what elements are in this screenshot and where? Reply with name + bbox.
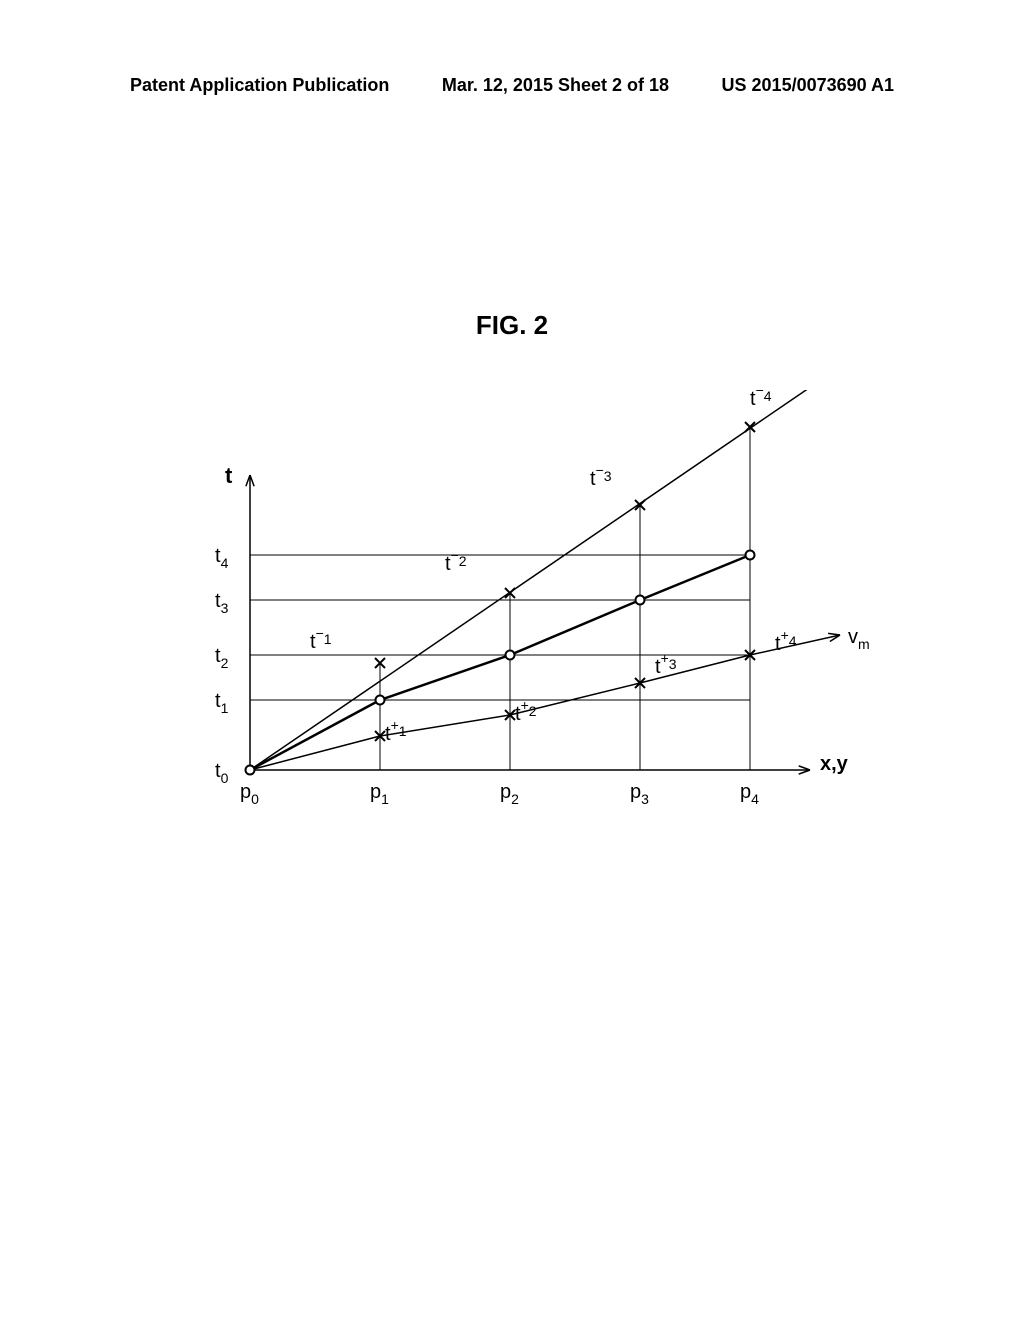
- svg-text:t0: t0: [215, 760, 229, 786]
- svg-text:t1: t1: [215, 690, 229, 716]
- svg-text:p1: p1: [370, 781, 389, 807]
- svg-text:p3: p3: [630, 781, 649, 807]
- svg-text:t−3: t−3: [590, 462, 612, 490]
- svg-text:t+2: t+2: [515, 697, 537, 725]
- svg-text:t+4: t+4: [775, 627, 797, 655]
- svg-text:p4: p4: [740, 781, 759, 807]
- svg-text:t+1: t+1: [385, 717, 407, 745]
- svg-text:t−4: t−4: [750, 390, 772, 410]
- svg-text:t−2: t−2: [445, 547, 467, 575]
- page-header: Patent Application Publication Mar. 12, …: [0, 75, 1024, 96]
- svg-text:t−1: t−1: [310, 625, 332, 653]
- chart-svg: t−1t−2t−3t−4t+1t+2t+3t+4tx,yvminvmaxp0p1…: [150, 390, 870, 830]
- header-right: US 2015/0073690 A1: [722, 75, 894, 96]
- svg-text:t3: t3: [215, 590, 229, 616]
- svg-text:p0: p0: [240, 781, 259, 807]
- header-left: Patent Application Publication: [130, 75, 389, 96]
- svg-text:vmax: vmax: [848, 626, 870, 652]
- svg-text:t4: t4: [215, 545, 229, 571]
- svg-text:x,y: x,y: [820, 753, 849, 775]
- svg-text:p2: p2: [500, 781, 519, 807]
- header-center: Mar. 12, 2015 Sheet 2 of 18: [442, 75, 669, 96]
- figure-title: FIG. 2: [0, 310, 1024, 341]
- chart-area: t−1t−2t−3t−4t+1t+2t+3t+4tx,yvminvmaxp0p1…: [150, 390, 870, 830]
- svg-text:t2: t2: [215, 645, 229, 671]
- svg-text:t: t: [225, 463, 233, 488]
